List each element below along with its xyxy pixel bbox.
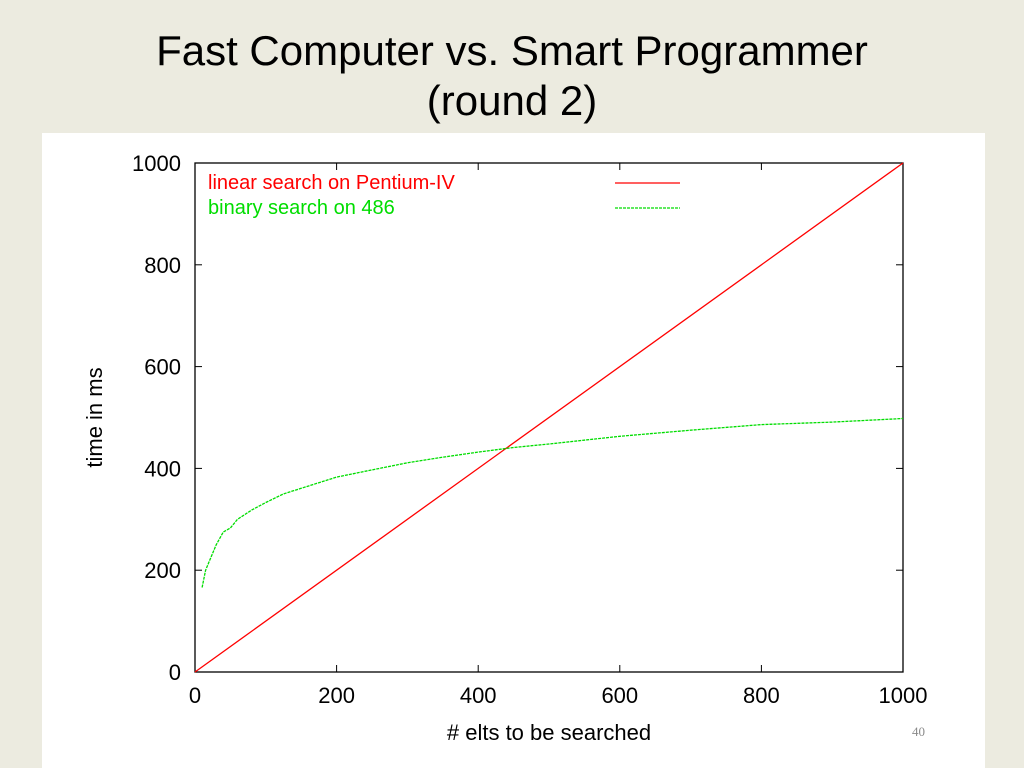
line-chart: 0 200 400 600 800 1000 0 200 400 600 800 1000 linea… [82, 151, 927, 745]
y-tick-label: 1000 [132, 151, 181, 176]
series-layer [194, 162, 904, 673]
x-tick-label: 800 [743, 683, 780, 708]
x-tick-label: 1000 [879, 683, 928, 708]
legend-label-2: binary search on 486 [208, 197, 395, 219]
axis-layer: 0 200 400 600 800 1000 0 200 400 600 800 1000 [132, 151, 927, 708]
x-axis-label: # elts to be searched [447, 720, 651, 745]
y-axis-label: time in ms [82, 367, 107, 467]
x-tick-label: 0 [189, 683, 201, 708]
legend-label-1: linear search on Pentium-IV [208, 172, 455, 194]
slide-title-line-1: Fast Computer vs. Smart Programmer [156, 27, 868, 74]
y-tick-label: 600 [144, 355, 181, 380]
y-tick-label: 800 [144, 253, 181, 278]
slide-title-line-2: (round 2) [426, 77, 598, 124]
x-tick-label: 600 [601, 683, 638, 708]
legend: linear search on Pentium-IV binary search… [208, 172, 680, 219]
plot-frame [194, 162, 904, 673]
y-tick-label: 400 [144, 456, 181, 481]
chart-panel: 0 200 400 600 800 1000 0 200 400 600 800 1000 linea… [42, 133, 985, 768]
page-number: 40 [912, 724, 925, 739]
slide-title: Fast Computer vs. Smart Programmer (roun… [0, 26, 1024, 126]
y-tick-label: 200 [144, 558, 181, 583]
x-tick-label: 200 [318, 683, 355, 708]
series-line-1 [194, 162, 904, 673]
series-line-2 [201, 417, 904, 588]
y-tick-label: 0 [169, 660, 181, 685]
x-tick-label: 400 [460, 683, 497, 708]
